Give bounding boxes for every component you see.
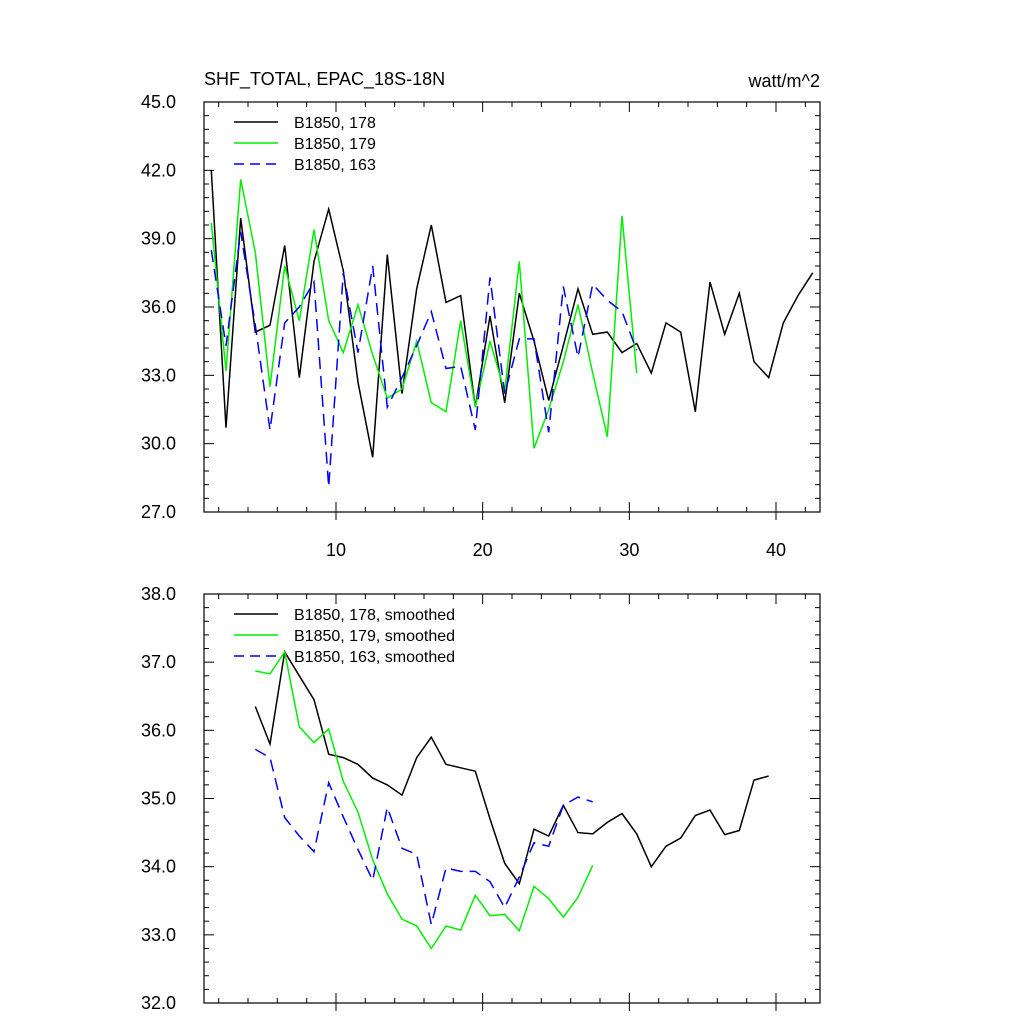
bottom-y-tick-labels: 32.0 33.0 34.0 35.0 36.0 37.0 38.0 xyxy=(141,584,176,1013)
series-line-1 xyxy=(255,649,594,950)
y-tick-label: 30.0 xyxy=(141,434,176,454)
y-tick-label: 36.0 xyxy=(141,720,176,740)
y-tick-label: 27.0 xyxy=(141,502,176,522)
bottom-legend: B1850, 178, smoothed B1850, 179, smoothed… xyxy=(234,607,455,666)
x-tick-label: 20 xyxy=(473,540,493,560)
bottom-panel: 32.0 33.0 34.0 35.0 36.0 37.0 38.0 B1850, 178,… xyxy=(141,584,821,1013)
x-tick-label: 30 xyxy=(619,540,639,560)
series-line-2 xyxy=(254,748,593,925)
top-x-tick-labels: 10 20 30 40 xyxy=(326,540,786,560)
y-tick-label: 33.0 xyxy=(141,365,176,385)
legend-label-1: B1850, 179 xyxy=(294,136,376,153)
y-tick-label: 37.0 xyxy=(141,652,176,672)
x-tick-label: 40 xyxy=(766,540,786,560)
y-tick-label: 34.0 xyxy=(141,857,176,877)
legend-label-0: B1850, 178, smoothed xyxy=(294,607,455,624)
x-tick-label: 10 xyxy=(326,540,346,560)
y-tick-label: 36.0 xyxy=(141,297,176,317)
legend-label-2: B1850, 163, smoothed xyxy=(294,649,455,666)
units-label: watt/m^2 xyxy=(748,71,820,91)
series-line-2 xyxy=(210,231,638,487)
top-y-tick-labels: 27.0 30.0 33.0 36.0 39.0 42.0 45.0 xyxy=(141,92,176,522)
top-panel: SHF_TOTAL, EPAC_18S-18N watt/m^2 27.0 30.… xyxy=(141,69,821,560)
y-tick-label: 33.0 xyxy=(141,925,176,945)
bottom-plot-frame xyxy=(203,593,821,1004)
chart-title: SHF_TOTAL, EPAC_18S-18N xyxy=(204,69,445,90)
bottom-series-lines xyxy=(254,649,769,950)
legend-label-2: B1850, 163 xyxy=(294,157,376,174)
y-tick-label: 32.0 xyxy=(141,993,176,1013)
legend-label-1: B1850, 179, smoothed xyxy=(294,628,455,645)
legend-label-0: B1850, 178 xyxy=(294,115,376,132)
top-legend: B1850, 178 B1850, 179 B1850, 163 xyxy=(234,115,376,174)
series-line-0 xyxy=(210,170,814,458)
y-tick-label: 39.0 xyxy=(141,229,176,249)
top-plot-frame xyxy=(203,101,821,513)
y-tick-label: 45.0 xyxy=(141,92,176,112)
y-tick-label: 38.0 xyxy=(141,584,176,604)
bottom-axis-ticks xyxy=(204,593,820,1011)
top-series-lines xyxy=(210,170,814,487)
series-line-1 xyxy=(210,179,638,449)
y-tick-label: 35.0 xyxy=(141,789,176,809)
y-tick-label: 42.0 xyxy=(141,160,176,180)
series-line-0 xyxy=(254,649,769,886)
